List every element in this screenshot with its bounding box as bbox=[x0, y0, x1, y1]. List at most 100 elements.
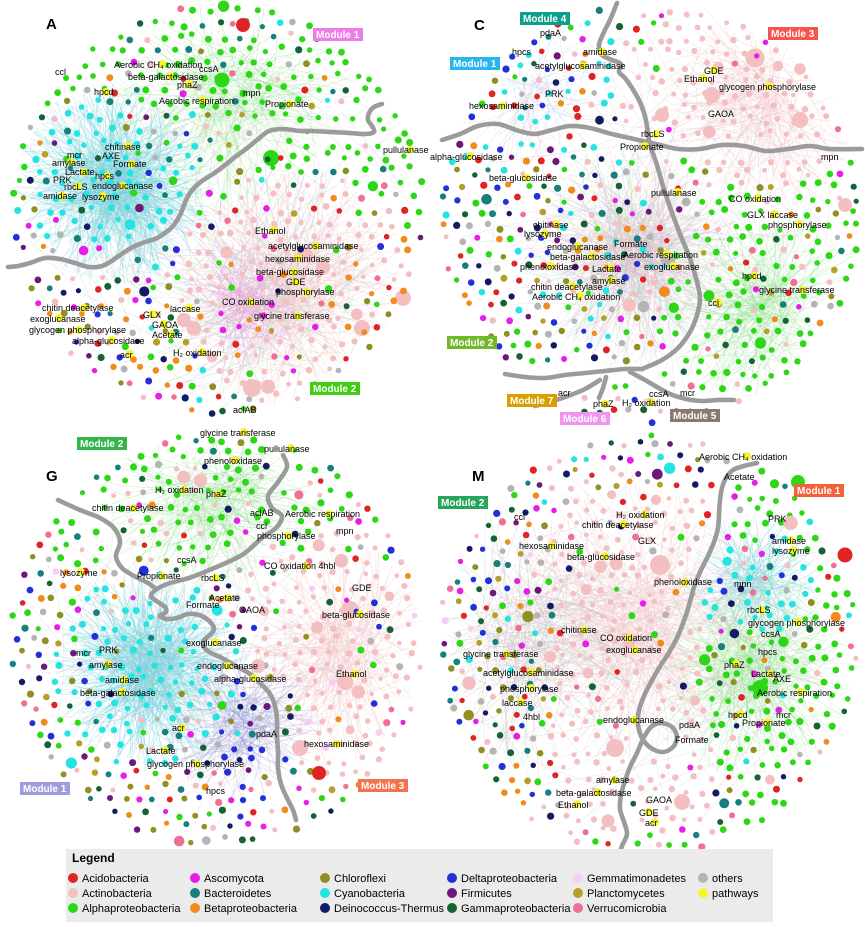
svg-text:ccl: ccl bbox=[708, 298, 719, 308]
svg-text:acetylglucosaminidase: acetylglucosaminidase bbox=[535, 61, 626, 71]
svg-text:glycine transferase: glycine transferase bbox=[463, 649, 539, 659]
svg-text:Module 1: Module 1 bbox=[797, 486, 841, 497]
svg-text:acetylglucosaminidase: acetylglucosaminidase bbox=[268, 241, 359, 251]
svg-text:beta-galactosidase: beta-galactosidase bbox=[550, 252, 626, 262]
svg-text:Module 1: Module 1 bbox=[453, 59, 497, 70]
svg-text:Ascomycota: Ascomycota bbox=[204, 873, 265, 885]
svg-text:ccsA: ccsA bbox=[199, 64, 219, 74]
svg-text:mcr: mcr bbox=[776, 710, 791, 720]
svg-text:hpcs: hpcs bbox=[512, 47, 532, 57]
svg-text:pathways: pathways bbox=[712, 888, 759, 900]
svg-text:pullulanase: pullulanase bbox=[264, 444, 310, 454]
svg-text:phosphorylase: phosphorylase bbox=[500, 684, 559, 694]
svg-text:CO oxidation: CO oxidation bbox=[729, 194, 781, 204]
svg-text:glycogen phosphorylase: glycogen phosphorylase bbox=[147, 759, 244, 769]
svg-text:GDE: GDE bbox=[704, 66, 724, 76]
svg-text:aclAB: aclAB bbox=[250, 508, 274, 518]
svg-text:hpcs: hpcs bbox=[758, 647, 778, 657]
svg-text:Formate: Formate bbox=[675, 735, 709, 745]
svg-text:rbcLS: rbcLS bbox=[641, 129, 665, 139]
svg-text:Module 2: Module 2 bbox=[441, 498, 485, 509]
svg-text:phenoloxidase: phenoloxidase bbox=[204, 456, 262, 466]
svg-text:GDE: GDE bbox=[286, 277, 306, 287]
svg-text:Propionate: Propionate bbox=[137, 571, 181, 581]
svg-text:phosphorylase: phosphorylase bbox=[276, 287, 335, 297]
svg-text:lysozyme: lysozyme bbox=[60, 568, 98, 578]
svg-text:Acetate: Acetate bbox=[209, 593, 240, 603]
svg-text:acr: acr bbox=[645, 818, 658, 828]
svg-text:hexosaminidase: hexosaminidase bbox=[304, 739, 369, 749]
svg-text:others: others bbox=[712, 873, 743, 885]
svg-text:glycogen phosphorylase: glycogen phosphorylase bbox=[719, 82, 816, 92]
svg-text:exoglucanase: exoglucanase bbox=[30, 314, 86, 324]
svg-text:Aerobic CH₄ oxidation: Aerobic CH₄ oxidation bbox=[532, 292, 620, 302]
svg-text:hpcs: hpcs bbox=[95, 171, 115, 181]
svg-text:GAOA: GAOA bbox=[646, 795, 672, 805]
svg-text:phenoloxidase: phenoloxidase bbox=[520, 262, 578, 272]
svg-text:Aerobic respiration: Aerobic respiration bbox=[757, 688, 832, 698]
svg-text:chitinase: chitinase bbox=[533, 220, 569, 230]
svg-text:amidase: amidase bbox=[105, 675, 139, 685]
svg-text:A: A bbox=[46, 16, 57, 33]
svg-text:Module 1: Module 1 bbox=[316, 30, 360, 41]
svg-text:pullulanase: pullulanase bbox=[651, 188, 697, 198]
svg-text:mpn: mpn bbox=[336, 526, 354, 536]
svg-text:ccl: ccl bbox=[55, 67, 66, 77]
svg-text:alpha-glucosidase: alpha-glucosidase bbox=[430, 152, 503, 162]
svg-text:Module 3: Module 3 bbox=[771, 29, 815, 40]
svg-text:rbcLS: rbcLS bbox=[201, 573, 225, 583]
svg-text:Bacteroidetes: Bacteroidetes bbox=[204, 888, 272, 900]
svg-text:Aerobic respiration: Aerobic respiration bbox=[623, 250, 698, 260]
svg-text:acr: acr bbox=[120, 350, 133, 360]
svg-text:Module 5: Module 5 bbox=[673, 411, 717, 422]
svg-text:Lactate: Lactate bbox=[65, 167, 95, 177]
svg-text:pdaA: pdaA bbox=[540, 28, 561, 38]
svg-text:Propionate: Propionate bbox=[620, 142, 664, 152]
svg-text:endoglucanase: endoglucanase bbox=[603, 715, 664, 725]
svg-text:4hbl: 4hbl bbox=[523, 712, 540, 722]
svg-text:mcr: mcr bbox=[67, 150, 82, 160]
svg-text:ccsA: ccsA bbox=[649, 389, 669, 399]
svg-text:rbcLS: rbcLS bbox=[64, 182, 88, 192]
svg-text:Lactate: Lactate bbox=[751, 669, 781, 679]
svg-text:glycine transferase: glycine transferase bbox=[200, 428, 276, 438]
svg-text:Module 2: Module 2 bbox=[450, 338, 494, 349]
svg-text:amylase: amylase bbox=[89, 660, 123, 670]
svg-text:Formate: Formate bbox=[614, 239, 648, 249]
svg-text:hexosaminidase: hexosaminidase bbox=[519, 541, 584, 551]
svg-text:Deinococcus-Thermus: Deinococcus-Thermus bbox=[334, 903, 445, 915]
svg-text:Ethanol: Ethanol bbox=[558, 800, 589, 810]
svg-text:Acidobacteria: Acidobacteria bbox=[82, 873, 150, 885]
svg-text:GLX: GLX bbox=[638, 536, 656, 546]
svg-text:ccl: ccl bbox=[256, 521, 267, 531]
svg-text:ccl: ccl bbox=[514, 512, 525, 522]
svg-text:phaZ: phaZ bbox=[724, 660, 745, 670]
svg-text:lysozyme: lysozyme bbox=[524, 229, 562, 239]
svg-text:beta-glucosidase: beta-glucosidase bbox=[567, 552, 635, 562]
svg-text:chitin deacetylase: chitin deacetylase bbox=[531, 282, 603, 292]
svg-text:Module 1: Module 1 bbox=[23, 784, 67, 795]
svg-text:lysozyme: lysozyme bbox=[772, 546, 810, 556]
svg-text:Propionate: Propionate bbox=[742, 718, 786, 728]
svg-text:pdaA: pdaA bbox=[679, 720, 700, 730]
svg-text:Gammaproteobacteria: Gammaproteobacteria bbox=[461, 903, 571, 915]
svg-text:exoglucanase: exoglucanase bbox=[644, 262, 700, 272]
svg-text:amylase: amylase bbox=[592, 276, 626, 286]
svg-text:phaZ: phaZ bbox=[206, 489, 227, 499]
svg-text:acr: acr bbox=[172, 723, 185, 733]
svg-text:Module 6: Module 6 bbox=[563, 414, 607, 425]
svg-text:pullulanase: pullulanase bbox=[383, 145, 429, 155]
svg-text:endoglucanase: endoglucanase bbox=[547, 242, 608, 252]
svg-text:Module 3: Module 3 bbox=[361, 781, 405, 792]
svg-text:amylase: amylase bbox=[596, 775, 630, 785]
svg-text:PRK: PRK bbox=[53, 175, 72, 185]
svg-text:Propionate: Propionate bbox=[265, 99, 309, 109]
svg-text:acr: acr bbox=[558, 388, 571, 398]
svg-text:endoglucanase: endoglucanase bbox=[92, 181, 153, 191]
svg-text:phosphorylase: phosphorylase bbox=[257, 531, 316, 541]
svg-text:glycogen phosphorylase: glycogen phosphorylase bbox=[748, 618, 845, 628]
svg-text:Ethanol: Ethanol bbox=[336, 669, 367, 679]
svg-text:lysozyme: lysozyme bbox=[82, 192, 120, 202]
svg-text:mcr: mcr bbox=[76, 648, 91, 658]
svg-text:Actinobacteria: Actinobacteria bbox=[82, 888, 153, 900]
